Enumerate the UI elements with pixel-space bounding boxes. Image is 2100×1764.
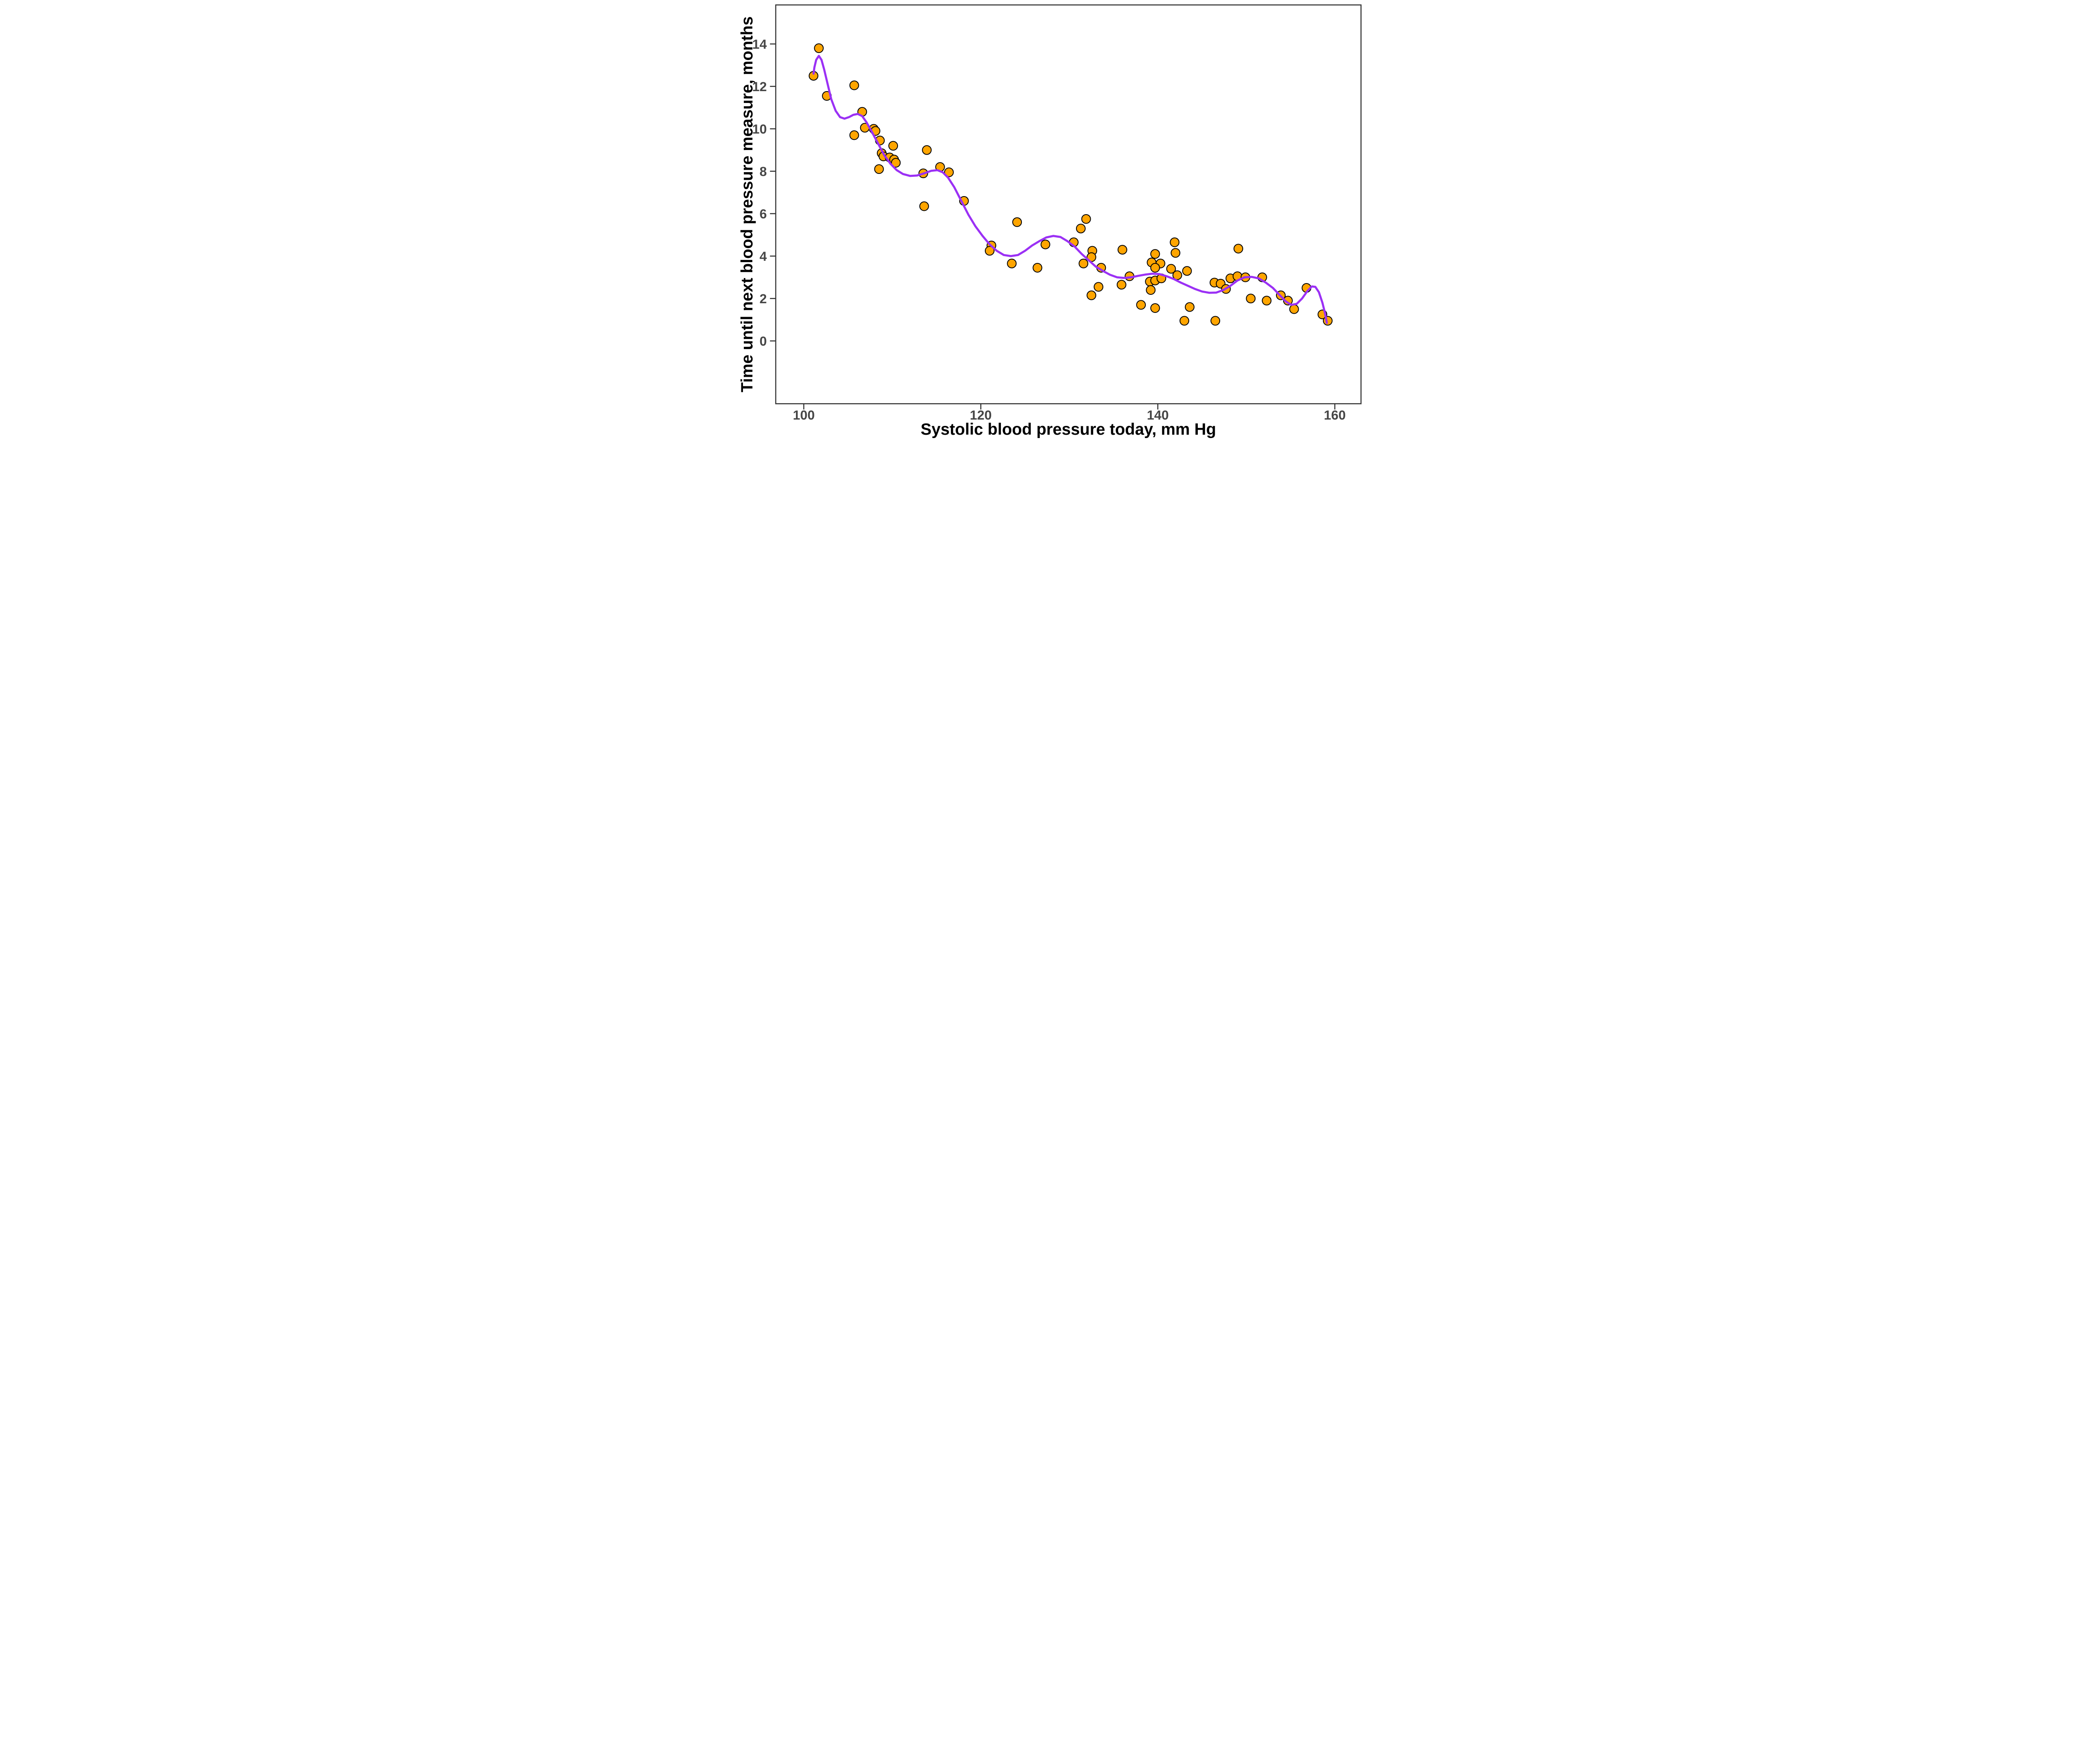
data-point <box>1079 258 1089 268</box>
data-point <box>944 167 954 177</box>
data-point <box>922 145 932 155</box>
data-point <box>814 43 824 53</box>
y-tick-label: 4 <box>759 249 767 264</box>
x-tick-label: 120 <box>970 408 992 423</box>
data-point <box>1150 249 1160 259</box>
y-tick-label: 2 <box>759 291 766 306</box>
data-point <box>888 141 898 151</box>
loess-smooth-line <box>812 55 1328 324</box>
data-point <box>919 201 929 211</box>
data-point <box>1172 270 1182 280</box>
data-point <box>1323 316 1333 326</box>
y-axis-title: Time until next blood pressure measure, … <box>738 16 756 392</box>
data-point <box>1150 303 1160 313</box>
x-axis-ticks <box>803 404 1336 410</box>
data-point <box>1182 266 1192 276</box>
x-tick-label: 140 <box>1147 408 1169 423</box>
data-point <box>1246 294 1256 304</box>
scatter-points-layer <box>808 43 1333 326</box>
y-tick-label: 10 <box>752 122 767 136</box>
data-point <box>1012 217 1022 227</box>
data-point <box>1087 290 1097 300</box>
x-axis-tick-labels: 100 120 140 160 <box>793 408 1346 423</box>
data-point <box>1040 239 1050 249</box>
data-point <box>849 80 859 90</box>
data-point <box>1233 244 1243 254</box>
data-point <box>1146 285 1156 295</box>
plot-panel <box>775 4 1362 404</box>
y-axis-tick-labels: 0 2 4 6 8 10 12 14 <box>752 37 767 349</box>
y-tick-label: 8 <box>759 164 766 179</box>
data-point <box>1117 245 1127 255</box>
data-point <box>1171 248 1181 258</box>
figure-background <box>735 0 1365 441</box>
figure-container: 100 120 140 160 0 2 4 6 8 10 12 14 Systolic blood … <box>735 0 1365 443</box>
data-point <box>1076 223 1086 234</box>
data-point <box>849 130 859 140</box>
y-axis-ticks <box>770 43 776 342</box>
data-point <box>1185 302 1195 312</box>
panel-border <box>775 4 1362 404</box>
data-point <box>1081 214 1091 224</box>
y-tick-label: 6 <box>759 207 766 221</box>
scatter-plot-figure: 100 120 140 160 0 2 4 6 8 10 12 14 Systolic blood … <box>735 0 1365 441</box>
data-point <box>1007 258 1017 268</box>
data-point <box>1136 300 1146 310</box>
x-axis-title: Systolic blood pressure today, mm Hg <box>921 420 1216 438</box>
data-point <box>1179 316 1189 326</box>
y-tick-label: 0 <box>759 334 766 349</box>
y-tick-label: 14 <box>752 37 767 52</box>
data-point <box>1150 263 1160 273</box>
data-point <box>1116 280 1126 290</box>
data-point <box>1262 296 1272 306</box>
y-tick-label: 12 <box>752 79 767 94</box>
data-point <box>984 246 995 256</box>
data-point <box>1289 304 1299 314</box>
data-point <box>891 158 901 168</box>
data-point <box>1166 264 1176 274</box>
x-tick-label: 160 <box>1324 408 1346 423</box>
data-point <box>1170 237 1180 247</box>
data-point <box>874 164 884 174</box>
data-point <box>1210 316 1221 326</box>
x-tick-label: 100 <box>793 408 815 423</box>
data-point <box>1283 296 1293 306</box>
data-point <box>1094 282 1103 292</box>
data-point <box>1032 263 1042 273</box>
